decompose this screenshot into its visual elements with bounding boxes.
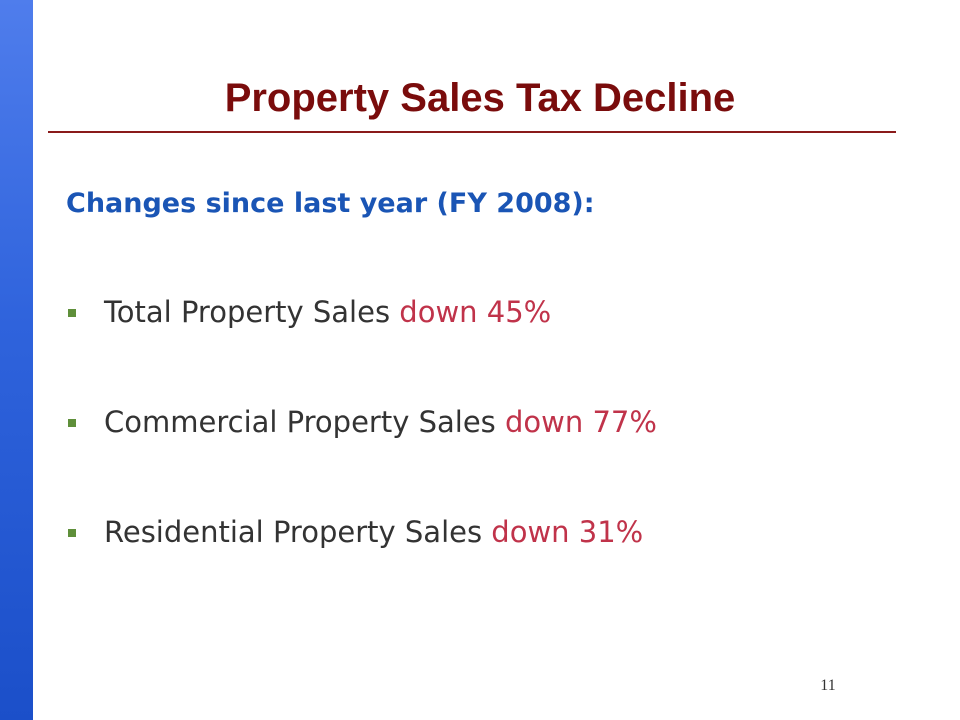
slide-subtitle: Changes since last year (FY 2008):: [66, 188, 595, 219]
page-number: 11: [820, 677, 836, 694]
square-bullet-icon: [68, 419, 76, 427]
bullet-label: Residential Property Sales: [104, 515, 483, 549]
bullet-label: Commercial Property Sales: [104, 405, 496, 439]
square-bullet-icon: [68, 529, 76, 537]
bullet-change: down 31%: [491, 515, 644, 549]
square-bullet-icon: [68, 309, 76, 317]
title-divider: [48, 131, 896, 133]
bullet-change: down 45%: [399, 295, 552, 329]
bullet-text: Residential Property Sales down 31%: [104, 512, 643, 552]
slide-title: Property Sales Tax Decline: [224, 76, 736, 120]
bullet-text: Total Property Sales down 45%: [104, 292, 551, 332]
bullet-label: Total Property Sales: [104, 295, 391, 329]
bullet-text: Commercial Property Sales down 77%: [104, 402, 657, 442]
bullet-change: down 77%: [505, 405, 657, 439]
side-accent-bar: [0, 0, 33, 720]
